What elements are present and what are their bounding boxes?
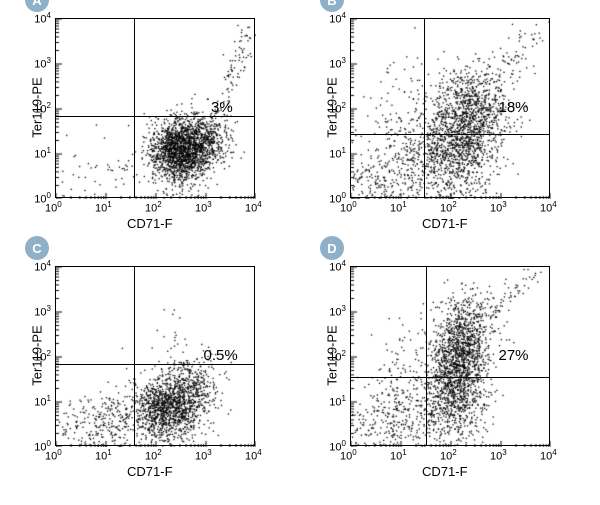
ytick-label: 103 xyxy=(329,304,346,319)
ytick-label: 101 xyxy=(34,146,51,161)
ytick-label: 101 xyxy=(34,394,51,409)
gate-percentage: 0.5% xyxy=(204,347,238,364)
x-axis-label: CD71-F xyxy=(422,216,468,231)
panel-badge: C xyxy=(25,236,49,260)
ytick-label: 100 xyxy=(34,439,51,454)
panel-a: A3%100100101101102102103103104104CD71-FT… xyxy=(0,0,255,236)
quadrant-vline xyxy=(134,19,135,197)
panel-badge: D xyxy=(320,236,344,260)
y-axis-label: Ter119-PE xyxy=(30,77,45,137)
xtick-label: 103 xyxy=(195,448,212,463)
ytick-label: 101 xyxy=(329,146,346,161)
ytick-label: 104 xyxy=(329,11,346,26)
ytick-label: 101 xyxy=(329,394,346,409)
xtick-label: 104 xyxy=(245,200,262,215)
scatter-plot: 27% xyxy=(350,266,550,446)
y-axis-label: Ter119-PE xyxy=(30,325,45,385)
quadrant-hline xyxy=(351,134,549,135)
xtick-label: 103 xyxy=(490,200,507,215)
xtick-label: 104 xyxy=(245,448,262,463)
quadrant-hline xyxy=(56,364,254,365)
y-axis-label: Ter119-PE xyxy=(325,325,340,385)
quadrant-vline xyxy=(424,19,425,197)
quadrant-vline xyxy=(426,267,427,445)
xtick-label: 102 xyxy=(145,448,162,463)
scatter-plot: 3% xyxy=(55,18,255,198)
x-axis-label: CD71-F xyxy=(127,216,173,231)
xtick-label: 101 xyxy=(95,200,112,215)
xtick-label: 102 xyxy=(440,448,457,463)
xtick-label: 103 xyxy=(195,200,212,215)
x-axis-label: CD71-F xyxy=(127,464,173,479)
panel-c: C0.5%100100101101102102103103104104CD71-… xyxy=(0,248,255,484)
ytick-label: 103 xyxy=(329,56,346,71)
xtick-label: 102 xyxy=(440,200,457,215)
ytick-label: 104 xyxy=(34,259,51,274)
ytick-label: 104 xyxy=(329,259,346,274)
ytick-label: 104 xyxy=(34,11,51,26)
xtick-label: 102 xyxy=(145,200,162,215)
ytick-label: 100 xyxy=(34,191,51,206)
scatter-plot: 0.5% xyxy=(55,266,255,446)
scatter-plot: 18% xyxy=(350,18,550,198)
panel-d: D27%100100101101102102103103104104CD71-F… xyxy=(295,248,550,484)
xtick-label: 104 xyxy=(540,448,557,463)
figure-root: { "figure": { "width": 600, "height": 50… xyxy=(0,0,600,505)
x-axis-label: CD71-F xyxy=(422,464,468,479)
gate-percentage: 27% xyxy=(499,347,529,364)
xtick-label: 103 xyxy=(490,448,507,463)
ytick-label: 103 xyxy=(34,56,51,71)
ytick-label: 100 xyxy=(329,191,346,206)
quadrant-hline xyxy=(351,377,549,378)
quadrant-vline xyxy=(134,267,135,445)
xtick-label: 104 xyxy=(540,200,557,215)
xtick-label: 101 xyxy=(390,200,407,215)
y-axis-label: Ter119-PE xyxy=(325,77,340,137)
gate-percentage: 18% xyxy=(499,99,529,116)
panel-b: B18%100100101101102102103103104104CD71-F… xyxy=(295,0,550,236)
xtick-label: 101 xyxy=(95,448,112,463)
quadrant-hline xyxy=(56,116,254,117)
ytick-label: 100 xyxy=(329,439,346,454)
gate-percentage: 3% xyxy=(211,99,233,116)
xtick-label: 101 xyxy=(390,448,407,463)
ytick-label: 103 xyxy=(34,304,51,319)
